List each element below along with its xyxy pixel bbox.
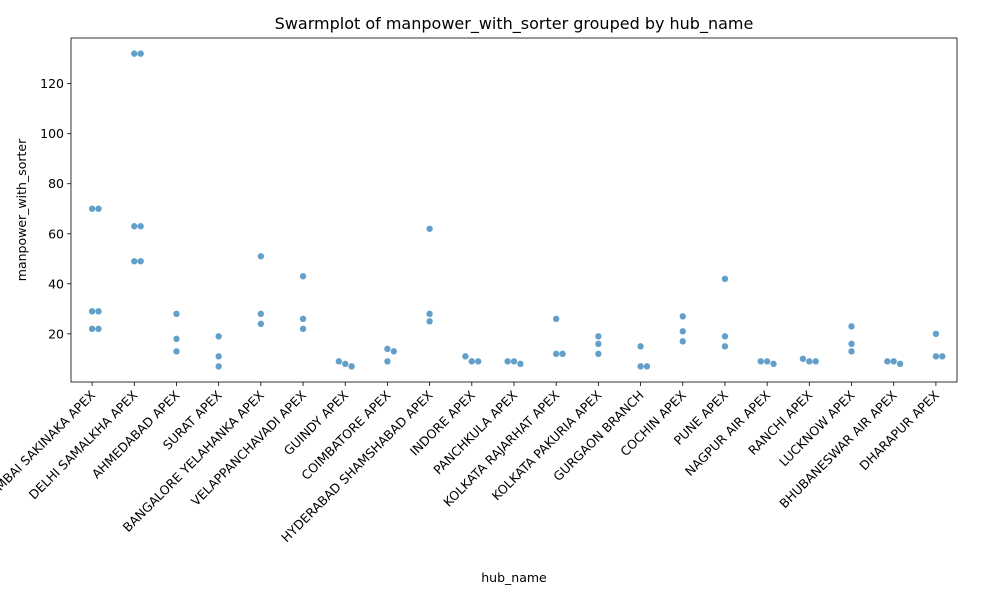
point (215, 333, 222, 340)
y-tick-label: 60 (48, 226, 64, 241)
point (88, 325, 96, 333)
point (215, 363, 222, 370)
point (848, 340, 855, 348)
point (806, 358, 813, 365)
point (131, 50, 138, 57)
point (88, 308, 96, 315)
point (95, 308, 102, 315)
point (95, 325, 102, 333)
plot-frame (70, 37, 958, 383)
point (95, 205, 102, 212)
point (679, 338, 686, 345)
point (932, 353, 940, 360)
point (137, 50, 144, 57)
point (257, 320, 265, 328)
point (173, 335, 180, 343)
point (137, 223, 144, 230)
point (131, 258, 138, 265)
point (335, 358, 343, 365)
point (299, 315, 307, 323)
point (637, 363, 644, 370)
point (721, 275, 729, 282)
point (721, 343, 729, 350)
point (848, 323, 855, 330)
point (721, 333, 729, 340)
point (299, 325, 307, 333)
chart-title: Swarmplot of manpower_with_sorter groupe… (275, 14, 754, 34)
point (559, 350, 566, 358)
point (517, 360, 524, 368)
point (932, 330, 940, 338)
point (763, 358, 771, 365)
point (88, 205, 96, 212)
y-tick-label: 40 (48, 276, 64, 291)
point (552, 315, 560, 323)
point (257, 310, 265, 318)
point (504, 358, 511, 365)
point (770, 360, 777, 368)
y-axis-label: manpower_with_sorter (14, 138, 29, 281)
x-tick-label: LUCKNOW APEX (776, 387, 858, 469)
point (215, 353, 222, 360)
point (595, 333, 602, 340)
point (679, 313, 686, 320)
point (475, 358, 482, 365)
point (426, 310, 433, 318)
point (896, 360, 904, 368)
y-tick-label: 120 (40, 76, 64, 91)
point (137, 258, 144, 265)
point (384, 358, 391, 365)
point (595, 340, 602, 348)
point (173, 310, 180, 318)
point (384, 345, 391, 353)
point (348, 363, 355, 370)
point (552, 350, 560, 358)
point (173, 348, 180, 355)
point (131, 223, 138, 230)
x-tick-label: DHARAPUR APEX (856, 387, 942, 473)
point (468, 358, 476, 365)
point (426, 318, 433, 325)
point (884, 358, 891, 365)
point (757, 358, 764, 365)
y-tick-label: 100 (40, 126, 64, 141)
point (679, 328, 686, 335)
point (890, 358, 897, 365)
x-axis-label: hub_name (481, 570, 547, 585)
point (595, 350, 602, 358)
y-tick-label: 80 (48, 176, 64, 191)
point (342, 360, 349, 368)
point (812, 358, 819, 365)
point (643, 363, 651, 370)
point (510, 358, 518, 365)
y-tick-label: 20 (48, 326, 64, 341)
point (799, 355, 807, 363)
point (637, 343, 644, 350)
x-tick-label: HYDERABAD SHAMSHABAD APEX (278, 387, 436, 545)
point (939, 353, 946, 360)
point (848, 348, 855, 355)
point (390, 348, 398, 355)
point (462, 353, 469, 360)
point (257, 253, 265, 260)
point (299, 273, 307, 280)
point (426, 225, 433, 232)
